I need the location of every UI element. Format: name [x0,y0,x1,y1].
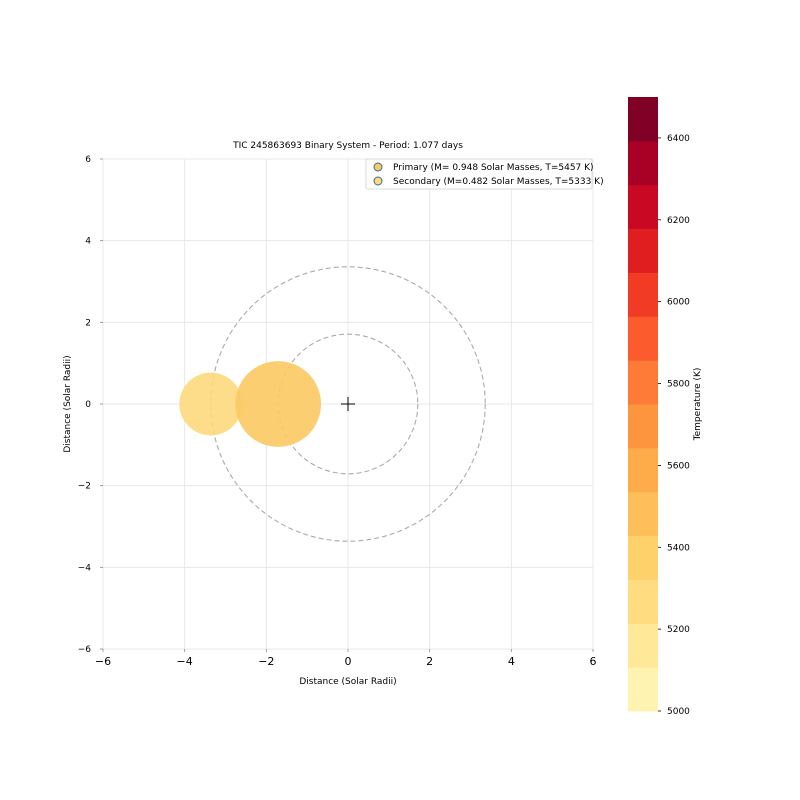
y-tick-label: 6 [85,155,91,165]
colorbar-segment-3 [628,535,658,580]
colorbar-label: Temperature (K) [693,368,703,442]
colorbar-segment-8 [628,316,658,361]
legend-box [365,158,593,190]
legend-marker-secondary [373,176,383,186]
colorbar-segment-11 [628,184,658,230]
colorbar-segment-13 [628,97,658,142]
colorbar-segment-5 [628,447,658,493]
colorbar-segment-10 [628,228,658,273]
x-tick-label: −6 [95,655,111,668]
y-tick-label: −2 [78,482,91,492]
colorbar-tick-label: 5000 [667,707,690,717]
colorbar-segment-7 [628,360,658,405]
colorbar-segment-1 [628,623,658,668]
colorbar-segment-6 [628,404,658,449]
orbit-circle-2 [210,266,486,542]
x-tick-label: −2 [258,655,274,668]
x-tick-label: −4 [177,655,193,668]
y-tick-label: 0 [85,400,91,410]
stars [179,361,322,447]
legend-entry-secondary: Secondary (M=0.482 Solar Masses, T=5333 … [393,177,604,187]
y-tick-label: 2 [85,318,91,328]
temperature-colorbar: 5000 5200 5400 5600 5800 6000 6200 6400 [628,97,690,717]
legend-entry-primary: Primary (M= 0.948 Solar Masses, T=5457 K… [393,163,594,173]
colorbar-tick-label: 5600 [667,461,690,471]
colorbar-tick-label: 5200 [667,625,690,635]
y-tick-label: 4 [85,237,91,247]
center-of-mass-marker [341,397,355,411]
x-tick-label: 0 [345,655,352,668]
primary-star [235,361,322,447]
x-tick-label: 2 [426,655,433,668]
colorbar-tick-label: 6400 [667,134,690,144]
y-tick-label: −6 [78,645,92,655]
colorbar-tick-label: 6200 [667,216,690,226]
legend-marker-primary [373,162,383,172]
x-axis-label: Distance (Solar Radii) [299,677,396,687]
axis-ticks: −6 −4 −2 0 2 4 6 −6 −4 −2 0 2 4 6 [78,155,597,668]
colorbar-tick-label: 6000 [667,298,690,308]
legend: Primary (M= 0.948 Solar Masses, T=5457 K… [365,158,604,190]
colorbar-segment-9 [628,272,658,317]
colorbar-segment-2 [628,579,658,624]
y-tick-label: −4 [78,563,92,573]
colorbar-tick-label: 5400 [667,543,690,553]
colorbar-segment-4 [628,491,658,537]
colorbar-segment-0 [628,667,658,712]
x-tick-label: 4 [508,655,515,668]
colorbar-segment-12 [628,140,658,186]
secondary-star [179,372,243,436]
x-tick-label: 6 [590,655,597,668]
y-axis-label: Distance (Solar Radii) [63,355,73,452]
chart-title: TIC 245863693 Binary System - Period: 1.… [232,141,463,151]
colorbar-tick-label: 5800 [667,380,690,390]
